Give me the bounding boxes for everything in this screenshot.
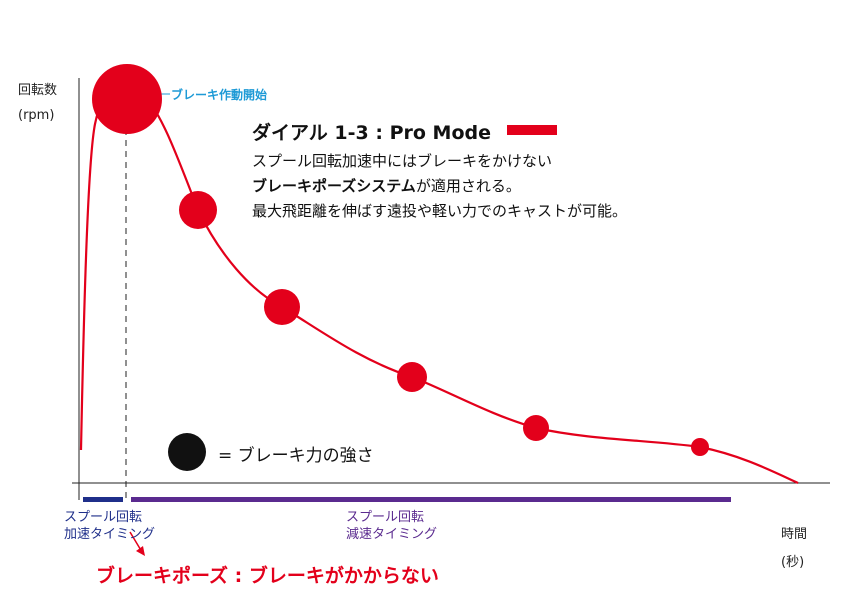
y-axis-unit: (rpm): [18, 108, 55, 123]
brake-start-label: ブレーキ作動開始: [171, 88, 268, 102]
brake-pause-footer: ブレーキポーズ : ブレーキがかからない: [96, 565, 439, 587]
brake-force-marker-1: [92, 64, 162, 134]
y-axis-label: 回転数: [18, 83, 58, 98]
deceleration-phase-label-line-2: 減速タイミング: [346, 527, 438, 542]
brake-force-marker-2: [179, 191, 217, 229]
deceleration-phase-label: スプール回転 減速タイミング: [346, 509, 437, 543]
footer-arrow-icon: [136, 546, 145, 556]
acceleration-phase-label: スプール回転 加速タイミング: [64, 509, 155, 543]
description-line-2-rest: が適用される。: [415, 177, 521, 195]
legend-text: = ブレーキ力の強さ: [218, 446, 374, 466]
x-axis-label: 時間: [781, 527, 808, 542]
legend-black-circle-icon: [168, 433, 206, 471]
description-line-1: スプール回転加速中にはブレーキをかけない: [252, 152, 553, 170]
acceleration-phase-label-line-2: 加速タイミング: [64, 527, 156, 542]
brake-force-marker-4: [397, 362, 427, 392]
x-axis-unit: (秒): [781, 555, 805, 570]
description-line-2: ブレーキポーズシステムが適用される。: [252, 175, 521, 196]
acceleration-phase-bar: [83, 497, 123, 502]
description-line-3: 最大飛距離を伸ばす遠投や軽い力でのキャストが可能。: [252, 202, 628, 220]
brake-force-marker-3: [264, 289, 300, 325]
deceleration-phase-bar: [131, 497, 731, 502]
mode-title: ダイアル 1-3 : Pro Mode: [252, 122, 491, 144]
brake-force-marker-5: [523, 415, 549, 441]
brake-pause-system-name: ブレーキポーズシステム: [252, 177, 416, 195]
pro-mode-color-bar: [507, 125, 557, 135]
deceleration-phase-label-line-1: スプール回転: [346, 510, 425, 525]
acceleration-phase-label-line-1: スプール回転: [64, 510, 143, 525]
brake-force-marker-6: [691, 438, 709, 456]
